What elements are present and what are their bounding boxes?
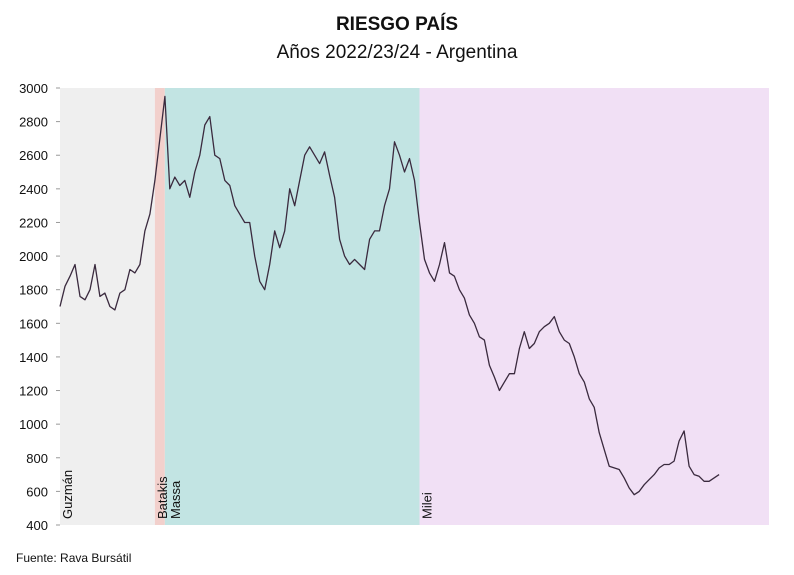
region-label: Massa	[168, 480, 183, 519]
region-label: Milei	[419, 492, 434, 519]
y-tick-label: 400	[26, 518, 48, 533]
period-region	[419, 88, 769, 525]
region-label: Batakis	[155, 476, 170, 519]
y-tick-label: 1600	[19, 316, 48, 331]
y-tick-label: 3000	[19, 81, 48, 96]
region-label: Guzmán	[60, 470, 75, 519]
source-note: Fuente: Rava Bursátil	[16, 551, 131, 565]
y-tick-label: 2400	[19, 182, 48, 197]
y-tick-label: 1800	[19, 283, 48, 298]
period-region	[164, 88, 420, 525]
y-tick-label: 2000	[19, 249, 48, 264]
y-tick-label: 2200	[19, 215, 48, 230]
period-region	[154, 88, 165, 525]
risk-line	[59, 95, 720, 496]
y-tick-label: 600	[26, 484, 48, 499]
period-region	[60, 88, 155, 525]
y-tick-label: 2600	[19, 148, 48, 163]
chart-subtitle: Años 2022/23/24 - Argentina	[277, 42, 518, 63]
y-tick-label: 2800	[19, 115, 48, 130]
y-tick-label: 1000	[19, 417, 48, 432]
y-tick-label: 800	[26, 451, 48, 466]
y-tick-label: 1200	[19, 384, 48, 399]
y-tick-label: 1400	[19, 350, 48, 365]
chart-title: RIESGO PAÍS	[336, 13, 458, 35]
